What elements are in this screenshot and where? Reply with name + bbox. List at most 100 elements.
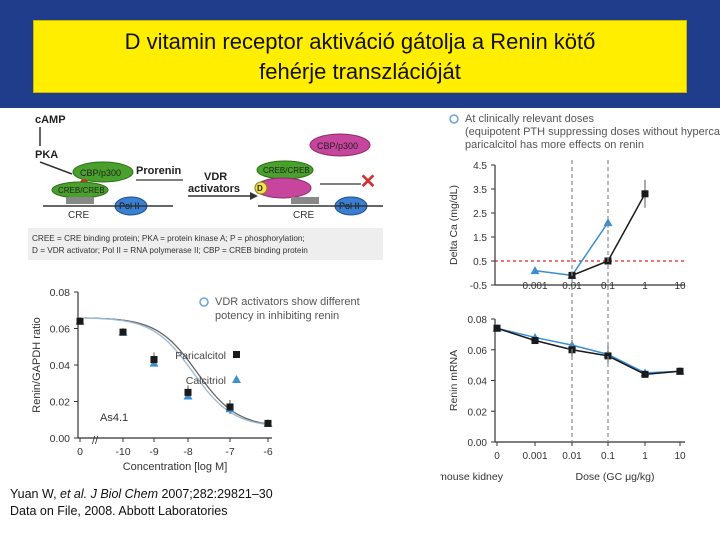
cbp-complex-right	[309, 133, 371, 157]
calcitriol-fit-curve	[83, 317, 269, 426]
paricalcitol-point	[568, 346, 576, 354]
y-tick-label: 0.04	[50, 360, 71, 372]
vdr-activators-label: activators	[188, 183, 240, 195]
y-tick-label: 0.5	[473, 257, 487, 268]
y-axis-label: Delta Ca (mg/dL)	[448, 185, 460, 265]
vitamin-d-ligand	[254, 181, 268, 195]
legend-marker-paricalcitol	[233, 351, 240, 358]
x-axis-label: Dose (GC μg/kg)	[576, 471, 655, 483]
pka-arrow	[39, 161, 73, 175]
paricalcitol-point	[676, 367, 684, 375]
citation-ref: 2007;282:29821–30	[158, 487, 273, 501]
x-tick-label: 0.1	[601, 451, 615, 462]
x-tick-label: 0.001	[522, 281, 547, 292]
x-tick-label: -7	[225, 446, 234, 458]
paricalcitol-point	[76, 317, 84, 325]
y-axis-label: Renin mRNA	[448, 350, 460, 411]
x-tick-label: 0.01	[562, 281, 582, 292]
citation-line-2: Data on File, 2008. Abbott Laboratories	[10, 504, 228, 518]
x-tick-label: 0.001	[522, 451, 547, 462]
paricalcitol-point	[493, 324, 501, 332]
slide-title-line-1: D vitamin receptor aktiváció gátolja a R…	[124, 28, 596, 54]
axis-break-icon: //	[92, 435, 99, 447]
bullet-icon	[449, 114, 459, 124]
x-axis-label: Concentration [log M]	[123, 461, 228, 473]
cell-line-annotation: As4.1	[100, 412, 128, 424]
cbp-complex-left	[72, 161, 134, 183]
x-tick-label: 0.1	[601, 281, 615, 292]
d-ligand-label: D	[257, 184, 263, 193]
legend-label-paricalcitol: Paricalcitol	[175, 350, 226, 362]
creb-label-left: CREB/CREB	[58, 186, 105, 195]
slide-title-box: D vitamin receptor aktiváció gátolja a R…	[33, 20, 687, 93]
chart-renin-mrna: 0.00 0.02 0.04 0.06 0.08 0 0.001 0.01 0.1 1 10 Reni…	[440, 315, 686, 483]
calcitriol-point	[603, 218, 613, 227]
chart-renin-gapdh: 0.00 0.02 0.04 0.06 0.08 0 -10 -9 -8 -7 -6 // Concen…	[31, 287, 273, 473]
right-bullet-text: At clinically relevant doses (equipotent…	[465, 113, 720, 151]
y-tick-label: 0.00	[50, 433, 71, 445]
cre-label-left: CRE	[68, 210, 89, 221]
legend-marker-calcitriol	[232, 375, 241, 383]
calcitriol-line	[534, 222, 609, 277]
camp-label: cAMP	[35, 114, 66, 126]
inhibition-x-icon: ✕	[360, 171, 377, 193]
cbp-label-left: CBP/p300	[80, 168, 121, 178]
cre-box-left	[66, 197, 94, 204]
y-tick-label: 0.08	[50, 287, 71, 299]
paricalcitol-point	[184, 388, 192, 396]
x-tick-label: 0	[494, 451, 500, 462]
y-tick-label: 0.06	[468, 346, 488, 357]
left-bullet: VDR activators show different potency in…	[199, 296, 363, 322]
right-bullet: At clinically relevant doses (equipotent…	[449, 113, 720, 151]
paricalcitol-point	[226, 403, 234, 411]
x-tick-label: 0	[77, 446, 83, 458]
vdr-label: VDR	[204, 171, 227, 183]
y-tick-label: 0.02	[50, 397, 71, 409]
y-tick-label: 0.04	[468, 377, 488, 388]
calcitriol-line	[496, 327, 681, 374]
citation-journal: et al. J Biol Chem	[60, 487, 158, 501]
x-tick-label: 10	[674, 451, 686, 462]
x-tick-label: 1	[642, 451, 648, 462]
chart-delta-ca: -0.5 0.5 1.5 2.5 3.5 4.5 0.001 0.01 0.1 1 10 Delta …	[448, 161, 686, 292]
y-tick-label: 0.00	[468, 438, 488, 449]
cre-box-right	[291, 197, 319, 204]
citation-line-1: Yuan W, et al. J Biol Chem 2007;282:2982…	[10, 486, 273, 503]
y-axis-label: Renin/GAPDH ratio	[31, 317, 43, 412]
x-tick-label: 1	[642, 281, 648, 292]
prorenin-label: Prorenin	[136, 165, 182, 177]
pka-label: PKA	[35, 149, 58, 161]
paricalcitol-point	[604, 352, 612, 360]
paricalcitol-point	[531, 337, 539, 345]
paricalcitol-point	[150, 356, 158, 364]
paricalcitol-point	[641, 190, 649, 198]
paricalcitol-fit-curve	[83, 317, 269, 425]
x-tick-label: -8	[183, 446, 192, 458]
diagram-caption-line-2: D = VDR activator; Pol II = RNA polymera…	[32, 246, 308, 255]
slide-title-line-2: fehérje transzlációját	[259, 58, 461, 84]
x-tick-label: -9	[149, 446, 158, 458]
mechanism-diagram: cAMP PKA CBP/p300 CREB/CREB Pol II CRE P…	[28, 110, 383, 260]
y-tick-label: 4.5	[473, 161, 487, 172]
diagram-caption-line-1: CREE = CRE binding protein; PKA = protei…	[32, 234, 305, 243]
y-tick-label: 3.5	[473, 185, 487, 196]
y-tick-label: 1.5	[473, 233, 487, 244]
x-tick-label: -6	[263, 446, 272, 458]
diagram-caption-box	[28, 228, 383, 260]
y-tick-label: 0.02	[468, 407, 488, 418]
cbp-label-right: CBP/p300	[317, 141, 358, 151]
paricalcitol-point	[641, 370, 649, 378]
paricalcitol-point	[119, 328, 127, 336]
bullet-icon	[199, 297, 209, 307]
left-bullet-text: VDR activators show different potency in…	[215, 296, 363, 322]
cre-label-right: CRE	[293, 210, 314, 221]
citation: Yuan W, et al. J Biol Chem 2007;282:2982…	[10, 486, 273, 520]
paricalcitol-point	[604, 257, 612, 265]
paricalcitol-point	[264, 419, 272, 427]
creb-label-right: CREB/CREB	[263, 166, 310, 175]
paricalcitol-line	[496, 327, 681, 376]
paricalcitol-point	[568, 271, 576, 279]
y-tick-label: -0.5	[470, 281, 488, 292]
vdr-arrowhead	[250, 192, 258, 200]
y-tick-label: 0.06	[50, 324, 71, 336]
